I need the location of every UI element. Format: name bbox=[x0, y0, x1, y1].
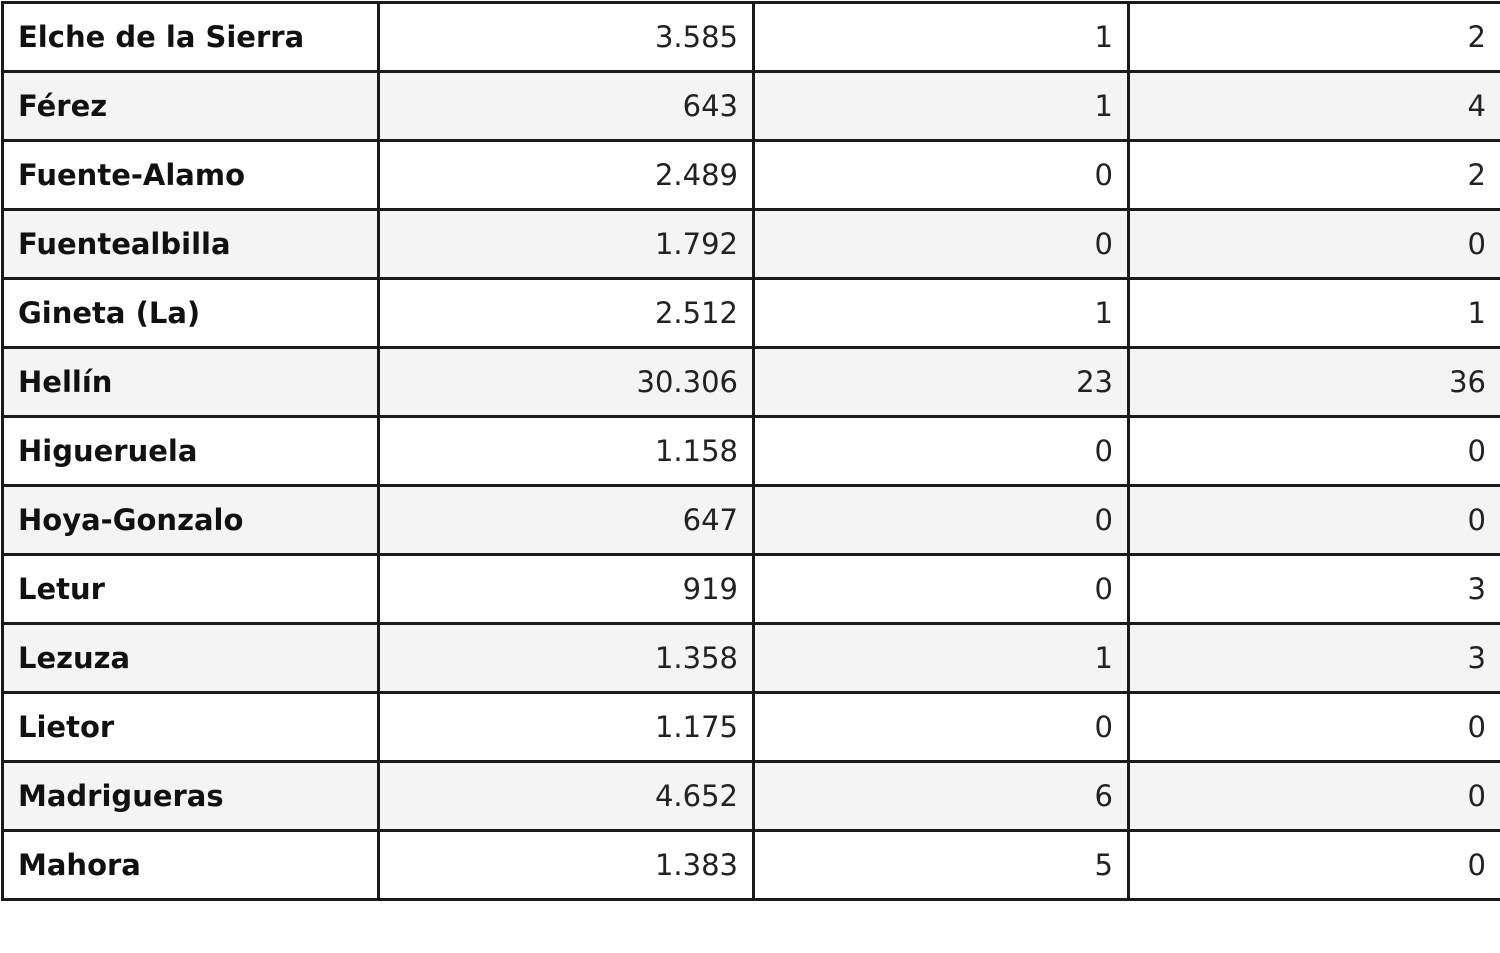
table-row: Higueruela 1.158 0 0 bbox=[1, 415, 1500, 487]
table-row: Letur 919 0 3 bbox=[1, 553, 1500, 625]
value-cell-2: 2 bbox=[1127, 139, 1500, 211]
population-cell: 3.585 bbox=[377, 1, 755, 73]
value-cell-1: 0 bbox=[752, 415, 1130, 487]
population-cell: 2.489 bbox=[377, 139, 755, 211]
table-row: Fuente-Alamo 2.489 0 2 bbox=[1, 139, 1500, 211]
value-cell-1: 1 bbox=[752, 622, 1130, 694]
population-cell: 1.792 bbox=[377, 208, 755, 280]
value-cell-2: 0 bbox=[1127, 760, 1500, 832]
population-cell: 1.175 bbox=[377, 691, 755, 763]
value-cell-1: 0 bbox=[752, 691, 1130, 763]
municipality-cell: Fuentealbilla bbox=[1, 208, 380, 280]
municipality-cell: Lietor bbox=[1, 691, 380, 763]
population-cell: 1.383 bbox=[377, 829, 755, 901]
value-cell-2: 3 bbox=[1127, 553, 1500, 625]
population-cell: 919 bbox=[377, 553, 755, 625]
value-cell-1: 6 bbox=[752, 760, 1130, 832]
municipality-cell: Hoya-Gonzalo bbox=[1, 484, 380, 556]
table-row: Elche de la Sierra 3.585 1 2 bbox=[1, 1, 1500, 73]
value-cell-1: 0 bbox=[752, 139, 1130, 211]
value-cell-2: 0 bbox=[1127, 691, 1500, 763]
value-cell-2: 2 bbox=[1127, 1, 1500, 73]
population-cell: 643 bbox=[377, 70, 755, 142]
municipality-cell: Lezuza bbox=[1, 622, 380, 694]
value-cell-1: 0 bbox=[752, 484, 1130, 556]
municipality-cell: Mahora bbox=[1, 829, 380, 901]
value-cell-1: 1 bbox=[752, 277, 1130, 349]
municipality-cell: Férez bbox=[1, 70, 380, 142]
value-cell-2: 36 bbox=[1127, 346, 1500, 418]
value-cell-1: 23 bbox=[752, 346, 1130, 418]
table-row: Madrigueras 4.652 6 0 bbox=[1, 760, 1500, 832]
value-cell-2: 0 bbox=[1127, 208, 1500, 280]
value-cell-2: 1 bbox=[1127, 277, 1500, 349]
value-cell-2: 4 bbox=[1127, 70, 1500, 142]
municipality-cell: Madrigueras bbox=[1, 760, 380, 832]
table-row: Hellín 30.306 23 36 bbox=[1, 346, 1500, 418]
municipality-cell: Letur bbox=[1, 553, 380, 625]
municipality-cell: Fuente-Alamo bbox=[1, 139, 380, 211]
value-cell-2: 3 bbox=[1127, 622, 1500, 694]
population-cell: 1.358 bbox=[377, 622, 755, 694]
table-row: Lezuza 1.358 1 3 bbox=[1, 622, 1500, 694]
data-table: Elche de la Sierra 3.585 1 2 Férez 643 1 4 Fuent… bbox=[1, 1, 1500, 901]
municipality-cell: Higueruela bbox=[1, 415, 380, 487]
value-cell-2: 0 bbox=[1127, 415, 1500, 487]
value-cell-2: 0 bbox=[1127, 829, 1500, 901]
value-cell-2: 0 bbox=[1127, 484, 1500, 556]
table-row: Fuentealbilla 1.792 0 0 bbox=[1, 208, 1500, 280]
table-row: Mahora 1.383 5 0 bbox=[1, 829, 1500, 901]
value-cell-1: 1 bbox=[752, 1, 1130, 73]
municipality-cell: Elche de la Sierra bbox=[1, 1, 380, 73]
value-cell-1: 1 bbox=[752, 70, 1130, 142]
population-cell: 647 bbox=[377, 484, 755, 556]
population-cell: 30.306 bbox=[377, 346, 755, 418]
value-cell-1: 0 bbox=[752, 553, 1130, 625]
table-row: Férez 643 1 4 bbox=[1, 70, 1500, 142]
municipality-cell: Gineta (La) bbox=[1, 277, 380, 349]
value-cell-1: 0 bbox=[752, 208, 1130, 280]
population-cell: 2.512 bbox=[377, 277, 755, 349]
table-row: Gineta (La) 2.512 1 1 bbox=[1, 277, 1500, 349]
population-cell: 4.652 bbox=[377, 760, 755, 832]
table-row: Lietor 1.175 0 0 bbox=[1, 691, 1500, 763]
value-cell-1: 5 bbox=[752, 829, 1130, 901]
table-body: Elche de la Sierra 3.585 1 2 Férez 643 1 4 Fuent… bbox=[1, 1, 1500, 901]
table-row: Hoya-Gonzalo 647 0 0 bbox=[1, 484, 1500, 556]
municipality-cell: Hellín bbox=[1, 346, 380, 418]
population-cell: 1.158 bbox=[377, 415, 755, 487]
